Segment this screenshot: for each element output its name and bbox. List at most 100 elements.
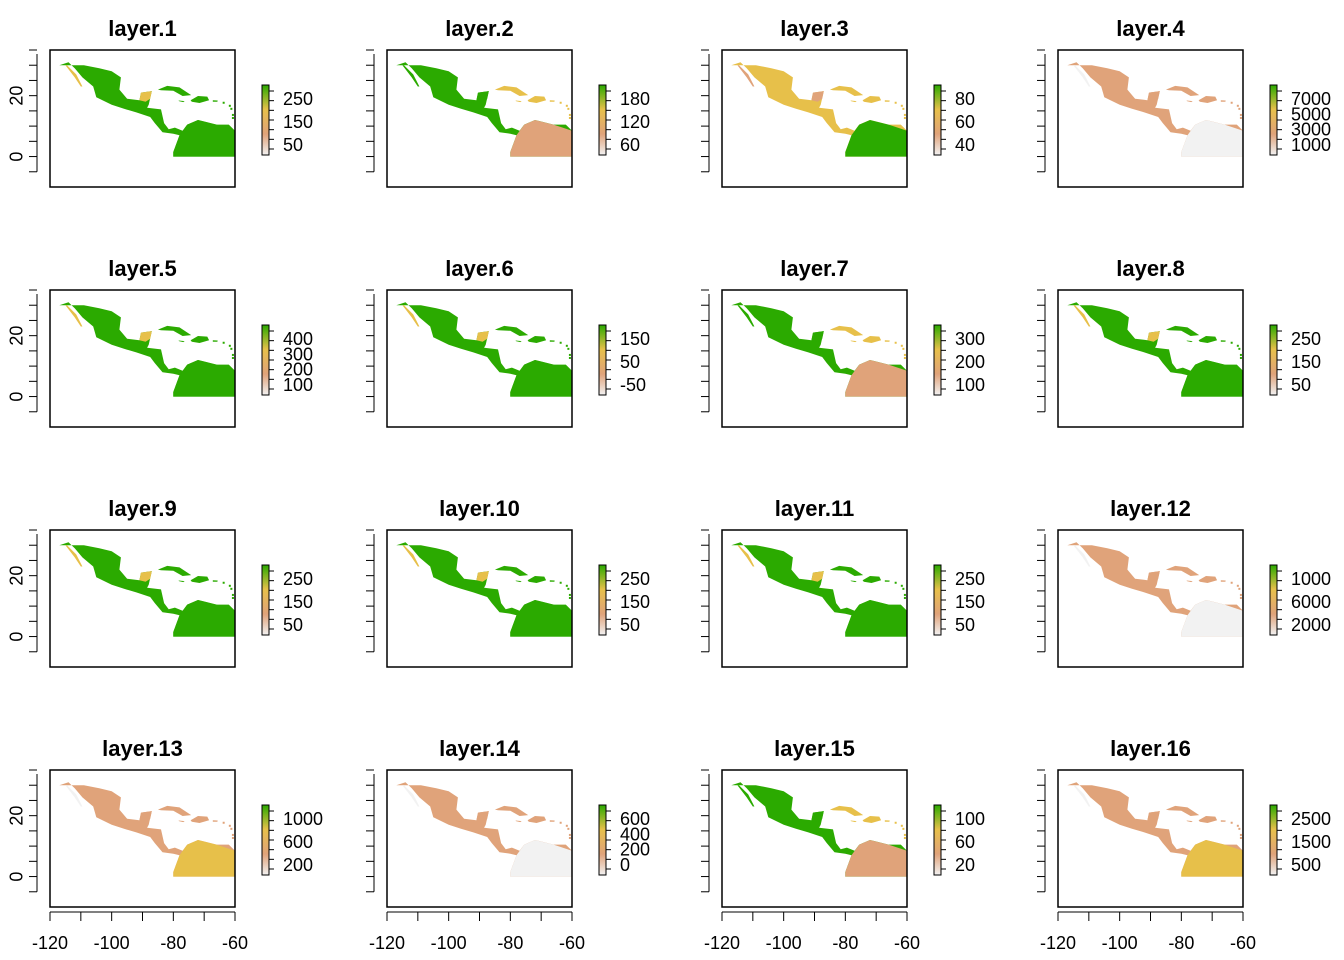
y-tick-label: 0 — [7, 872, 27, 882]
small-island — [903, 353, 906, 356]
legend-color-bar — [261, 324, 270, 396]
y-tick-label: 20 — [7, 86, 27, 106]
baja-peninsula — [731, 785, 755, 807]
yucatan-region — [139, 571, 152, 582]
caribbean-island — [515, 340, 522, 343]
small-island — [1230, 341, 1233, 344]
small-island — [1236, 584, 1239, 587]
small-island — [222, 341, 225, 344]
legend-label: 150 — [1291, 352, 1321, 372]
small-island — [900, 344, 903, 347]
small-island — [568, 113, 571, 116]
yucatan-region — [476, 571, 489, 582]
legend-label: 600 — [620, 809, 650, 829]
legend-label: 50 — [283, 615, 303, 635]
small-island — [1238, 587, 1241, 590]
south-america-region — [845, 120, 907, 157]
small-island — [228, 584, 231, 587]
legend-label: 150 — [955, 592, 985, 612]
legend-color-bar — [261, 564, 270, 636]
south-america-region — [173, 120, 235, 157]
baja-peninsula — [396, 785, 420, 807]
baja-peninsula — [1067, 545, 1091, 567]
small-island — [568, 356, 571, 359]
small-island — [894, 341, 897, 344]
baja-peninsula — [731, 305, 755, 327]
plot-frame — [1057, 49, 1244, 188]
legend-label: 150 — [620, 592, 650, 612]
legend-label: 250 — [955, 569, 985, 589]
small-island — [1238, 827, 1241, 830]
caribbean-island — [1198, 96, 1218, 103]
small-island — [567, 587, 570, 590]
legend-label: 2500 — [1291, 809, 1331, 829]
baja-peninsula — [59, 65, 83, 87]
plot-frame — [49, 289, 236, 428]
map-panel: layer.11 250 150 50 — [701, 496, 985, 668]
small-island — [903, 356, 906, 359]
caribbean-island — [1220, 100, 1226, 102]
small-island — [231, 353, 234, 356]
raster-map — [731, 542, 907, 637]
raster-map — [59, 62, 235, 157]
small-island — [1230, 821, 1233, 824]
y-tick-label: 0 — [7, 632, 27, 642]
x-tick-label: -80 — [832, 933, 858, 953]
legend-label: 1000 — [1291, 135, 1331, 155]
small-island — [902, 827, 905, 830]
panel-title: layer.2 — [445, 16, 514, 41]
small-island — [568, 353, 571, 356]
small-island — [903, 116, 906, 119]
y-tick-label: 0 — [7, 392, 27, 402]
legend-label: 0 — [620, 855, 630, 875]
south-america-region — [845, 360, 907, 397]
small-island — [230, 107, 233, 110]
small-island — [900, 824, 903, 827]
panel-title: layer.11 — [775, 496, 855, 521]
small-island — [900, 584, 903, 587]
small-island — [228, 104, 231, 107]
caribbean-island — [862, 576, 882, 583]
caribbean-island — [527, 576, 547, 583]
caribbean-island — [1220, 820, 1226, 822]
legend-label: 5000 — [1291, 104, 1331, 124]
baja-peninsula — [59, 305, 83, 327]
panel-title: layer.12 — [1110, 496, 1191, 521]
map-panel: layer.12 1000 6000 2000 — [1037, 496, 1331, 668]
legend-label: 200 — [620, 840, 650, 860]
small-island — [231, 833, 234, 836]
raster-map — [1067, 302, 1243, 397]
caribbean-island — [1165, 565, 1200, 576]
panel-title: layer.15 — [774, 736, 855, 761]
legend-color-bar — [933, 324, 942, 396]
caribbean-island — [494, 805, 529, 816]
legend-label: 80 — [955, 89, 975, 109]
caribbean-island — [178, 100, 185, 103]
small-island — [903, 596, 906, 599]
south-america-region — [510, 840, 572, 877]
small-island — [231, 836, 234, 839]
caribbean-island — [515, 100, 522, 103]
legend-color-bar — [933, 804, 942, 876]
south-america-region — [845, 600, 907, 637]
legend-color-bar — [598, 804, 607, 876]
small-island — [903, 836, 906, 839]
small-island — [568, 596, 571, 599]
caribbean-island — [527, 96, 547, 103]
small-island — [1239, 353, 1242, 356]
yucatan-region — [139, 811, 152, 822]
caribbean-island — [549, 100, 555, 102]
x-tick-label: -60 — [222, 933, 248, 953]
x-tick-label: -60 — [1230, 933, 1256, 953]
legend-label: 60 — [955, 832, 975, 852]
plot-frame — [386, 289, 573, 428]
small-island — [1230, 581, 1233, 584]
small-island — [568, 833, 571, 836]
small-island — [1239, 593, 1242, 596]
legend-label: 40 — [955, 135, 975, 155]
panel-title: layer.13 — [102, 736, 183, 761]
caribbean-island — [850, 100, 857, 103]
caribbean-island — [190, 816, 210, 823]
